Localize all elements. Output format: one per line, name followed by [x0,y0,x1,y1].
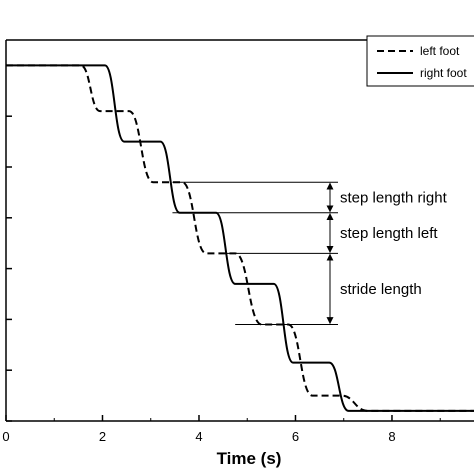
ticks: 0 2 4 6 8 [2,64,441,444]
x-axis-title: Time (s) [217,449,282,468]
series-layer [6,64,474,412]
x-tick-label: 0 [2,429,9,444]
annotation-label: step length right [340,189,448,206]
annotations: step length right step length left stride … [172,181,448,325]
x-tick-label: 2 [99,429,106,444]
series-line-right-foot [6,64,474,412]
series-line-left-foot [6,64,474,412]
x-tick-label: 8 [388,429,395,444]
x-tick-label: 4 [195,429,202,444]
annotation-label: stride length [340,281,422,298]
annotation-label: step length left [340,225,438,242]
legend: left foot right foot [366,35,474,87]
legend-label-right-foot: right foot [420,66,467,80]
legend-label-left-foot: left foot [420,44,460,58]
x-tick-label: 6 [292,429,299,444]
legend-box [366,35,474,87]
